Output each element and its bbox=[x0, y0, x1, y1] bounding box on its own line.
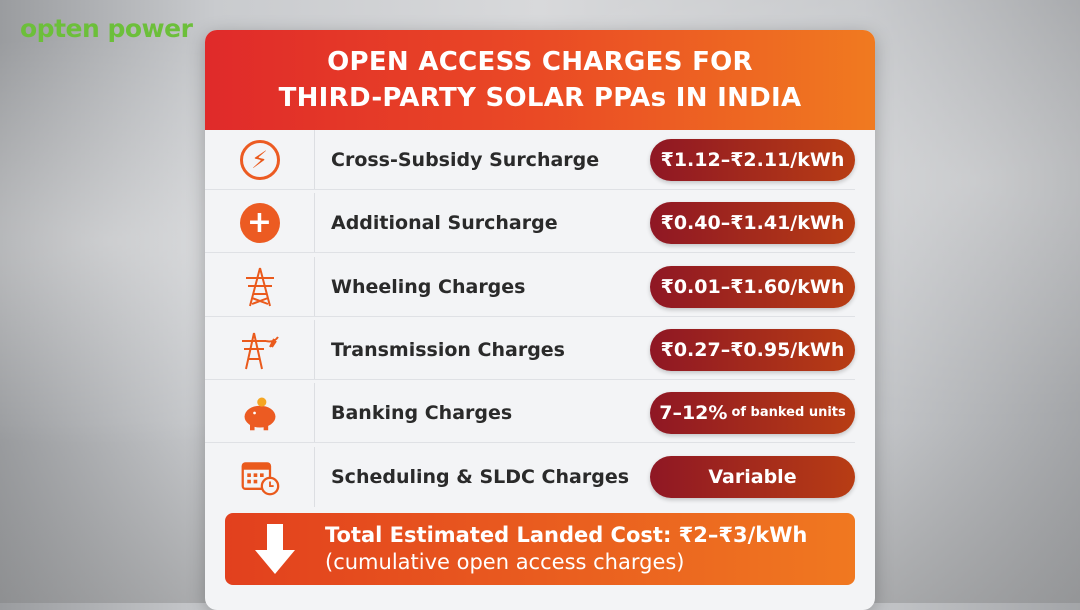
charge-row: + Additional Surcharge ₹0.40–₹1.41/kWh bbox=[205, 193, 855, 253]
charge-value: Variable bbox=[650, 456, 855, 498]
charge-row: Banking Charges 7–12% of banked units bbox=[205, 383, 855, 443]
lightning-icon: ⚡ bbox=[239, 139, 280, 180]
charge-label: Scheduling & SLDC Charges bbox=[331, 466, 630, 488]
total-cost-banner: Total Estimated Landed Cost: ₹2–₹3/kWh (… bbox=[225, 513, 855, 585]
charge-row: ⚡ Cross-Subsidy Surcharge ₹1.12–₹2.11/kW… bbox=[205, 130, 855, 190]
value-main: 7–12% bbox=[659, 401, 728, 424]
transmission-tower-icon bbox=[240, 267, 280, 307]
arrow-down-icon bbox=[225, 524, 325, 574]
charge-label: Additional Surcharge bbox=[331, 211, 558, 234]
charge-value: ₹0.40–₹1.41/kWh bbox=[650, 201, 855, 244]
charge-value: ₹0.01–₹1.60/kWh bbox=[650, 265, 855, 308]
logo: opten power bbox=[20, 14, 193, 43]
calendar-clock-icon bbox=[240, 457, 280, 497]
header: OPEN ACCESS CHARGES FOR THIRD-PARTY SOLA… bbox=[205, 30, 875, 130]
charge-row: Scheduling & SLDC Charges Variable bbox=[205, 447, 855, 507]
charge-value: 7–12% of banked units bbox=[650, 391, 855, 434]
charge-value: ₹0.27–₹0.95/kWh bbox=[650, 328, 855, 371]
title-line-1: OPEN ACCESS CHARGES FOR bbox=[327, 47, 753, 77]
total-title: Total Estimated Landed Cost: ₹2–₹3/kWh bbox=[325, 523, 808, 547]
charge-label: Transmission Charges bbox=[331, 338, 565, 361]
charge-label: Wheeling Charges bbox=[331, 275, 526, 298]
plus-circle-icon: + bbox=[239, 202, 280, 243]
charge-value: ₹1.12–₹2.11/kWh bbox=[650, 138, 855, 181]
charge-row: Wheeling Charges ₹0.01–₹1.60/kWh bbox=[205, 257, 855, 317]
title-line-2: THIRD-PARTY SOLAR PPAs IN INDIA bbox=[278, 83, 802, 113]
piggy-bank-icon bbox=[240, 393, 280, 433]
charge-label: Banking Charges bbox=[331, 401, 513, 424]
power-lines-icon bbox=[240, 330, 280, 370]
charge-label: Cross-Subsidy Surcharge bbox=[331, 148, 600, 171]
infographic-card: OPEN ACCESS CHARGES FOR THIRD-PARTY SOLA… bbox=[205, 30, 875, 610]
charge-row: Transmission Charges ₹0.27–₹0.95/kWh bbox=[205, 320, 855, 380]
total-subtitle: (cumulative open access charges) bbox=[325, 550, 685, 574]
value-suffix: of banked units bbox=[731, 405, 846, 420]
